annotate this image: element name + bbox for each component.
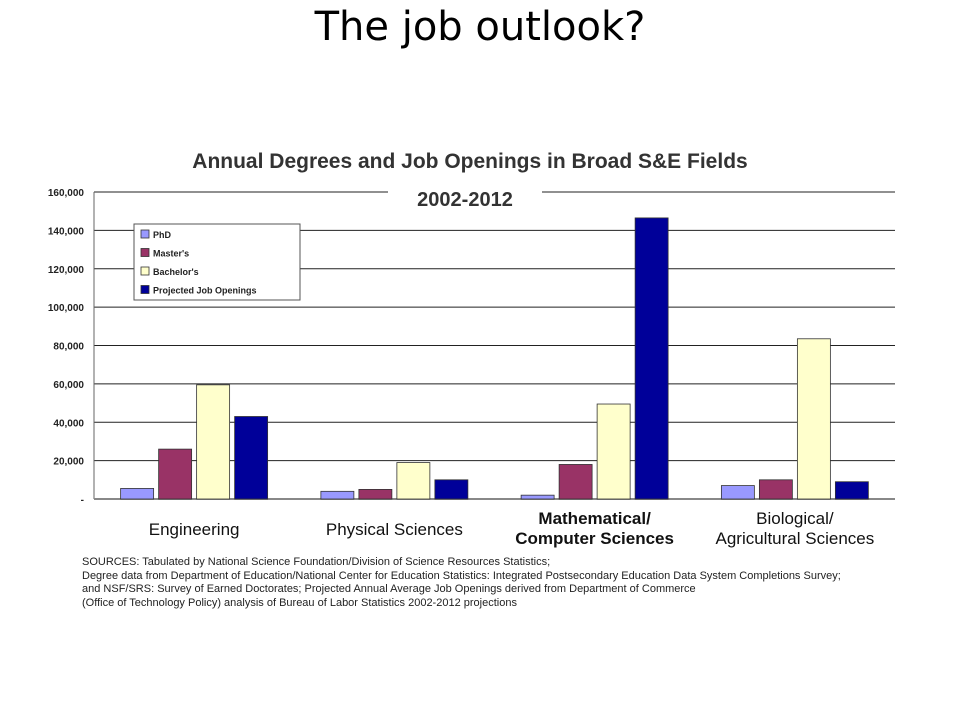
slide-title: The job outlook? <box>314 4 646 50</box>
bar <box>434 479 469 500</box>
bar <box>758 479 793 500</box>
bar <box>834 481 869 500</box>
legend-label: Bachelor's <box>153 267 199 277</box>
y-tick-label: 160,000 <box>48 188 85 199</box>
legend-swatch <box>140 285 150 294</box>
chart-title: Annual Degrees and Job Openings in Broad… <box>192 150 747 173</box>
bar <box>234 416 269 500</box>
bar <box>158 448 193 500</box>
bar <box>796 338 831 500</box>
legend-swatch <box>140 248 150 257</box>
sources-line: SOURCES: Tabulated by National Science F… <box>82 556 551 568</box>
legend-label: Master's <box>153 249 189 259</box>
y-tick-label: 120,000 <box>48 265 85 276</box>
y-tick-label: 40,000 <box>53 418 84 429</box>
sources-line: (Office of Technology Policy) analysis o… <box>82 596 517 609</box>
category-label: Agricultural Sciences <box>716 529 875 548</box>
bar <box>520 494 555 500</box>
category-label: Biological/ <box>756 509 834 528</box>
bar <box>396 462 431 500</box>
y-tick-label: 20,000 <box>53 457 84 468</box>
bar <box>558 464 593 500</box>
bar <box>120 488 155 500</box>
subtitle-background <box>388 183 542 213</box>
bar <box>634 217 669 500</box>
legend-label: Projected Job Openings <box>153 286 257 296</box>
legend-swatch <box>140 266 150 276</box>
legend-swatch <box>140 229 150 239</box>
category-label: Mathematical/ <box>538 509 651 528</box>
y-tick-label: 140,000 <box>48 226 85 237</box>
y-tick-label: 100,000 <box>48 303 85 314</box>
y-tick-label: 60,000 <box>53 380 84 391</box>
bar <box>596 403 631 500</box>
chart-subtitle: 2002-2012 <box>417 189 513 211</box>
legend-label: PhD <box>153 230 172 240</box>
category-label: Engineering <box>149 520 240 539</box>
sources-line: and NSF/SRS: Survey of Earned Doctorates… <box>82 583 696 595</box>
y-tick-label: - <box>81 495 84 506</box>
sources-note: SOURCES: Tabulated by National Science F… <box>82 556 942 610</box>
legend-box <box>133 223 301 301</box>
category-label: Physical Sciences <box>326 520 463 539</box>
bar <box>196 384 231 500</box>
sources-line: Degree data from Department of Education… <box>82 569 841 582</box>
y-tick-label: 80,000 <box>53 342 84 353</box>
bar <box>320 490 355 500</box>
category-label: Computer Sciences <box>515 529 674 548</box>
bar <box>720 485 755 500</box>
bar <box>358 489 393 500</box>
